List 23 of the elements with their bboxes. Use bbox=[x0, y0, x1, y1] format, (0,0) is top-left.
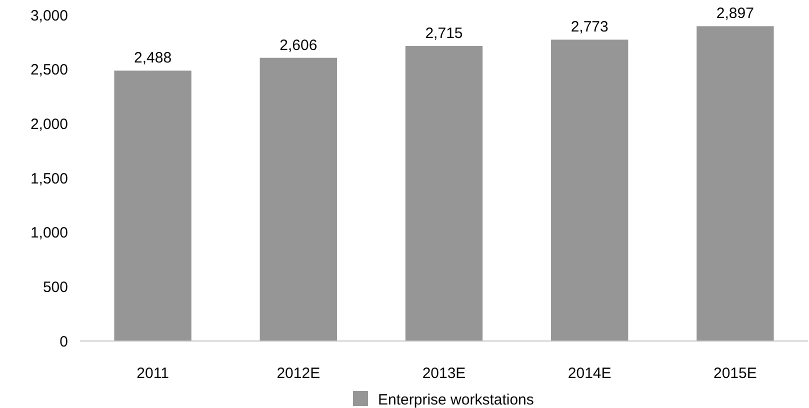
y-tick-label: 2,500 bbox=[30, 62, 68, 79]
text: 2,773 bbox=[570, 18, 608, 36]
text: 2,488 bbox=[134, 50, 172, 67]
text: 2,606 bbox=[280, 36, 318, 54]
bar bbox=[260, 58, 337, 341]
x-tick-label: 2011 bbox=[136, 365, 169, 382]
x-tick-label: 2013E bbox=[422, 365, 466, 382]
y-tick-label: 0 bbox=[60, 333, 68, 350]
bar bbox=[696, 26, 774, 341]
x-tick-label: 2014E bbox=[568, 365, 612, 382]
y-tick-label: 2,000 bbox=[30, 116, 68, 133]
y-tick-label: 3,000 bbox=[30, 7, 68, 24]
bar bbox=[551, 40, 628, 341]
legend-label: Enterprise workstations bbox=[378, 391, 534, 408]
text: 2,897 bbox=[716, 5, 754, 22]
bar bbox=[405, 46, 483, 341]
y-tick-label: 1,500 bbox=[30, 170, 68, 188]
y-tick-label: 500 bbox=[42, 278, 68, 296]
y-tick-label: 1,000 bbox=[30, 224, 68, 242]
bar bbox=[114, 70, 192, 341]
x-tick-label: 2015E bbox=[714, 365, 757, 382]
text: 2,715 bbox=[425, 24, 463, 42]
x-tick-label: 2012E bbox=[276, 365, 320, 382]
